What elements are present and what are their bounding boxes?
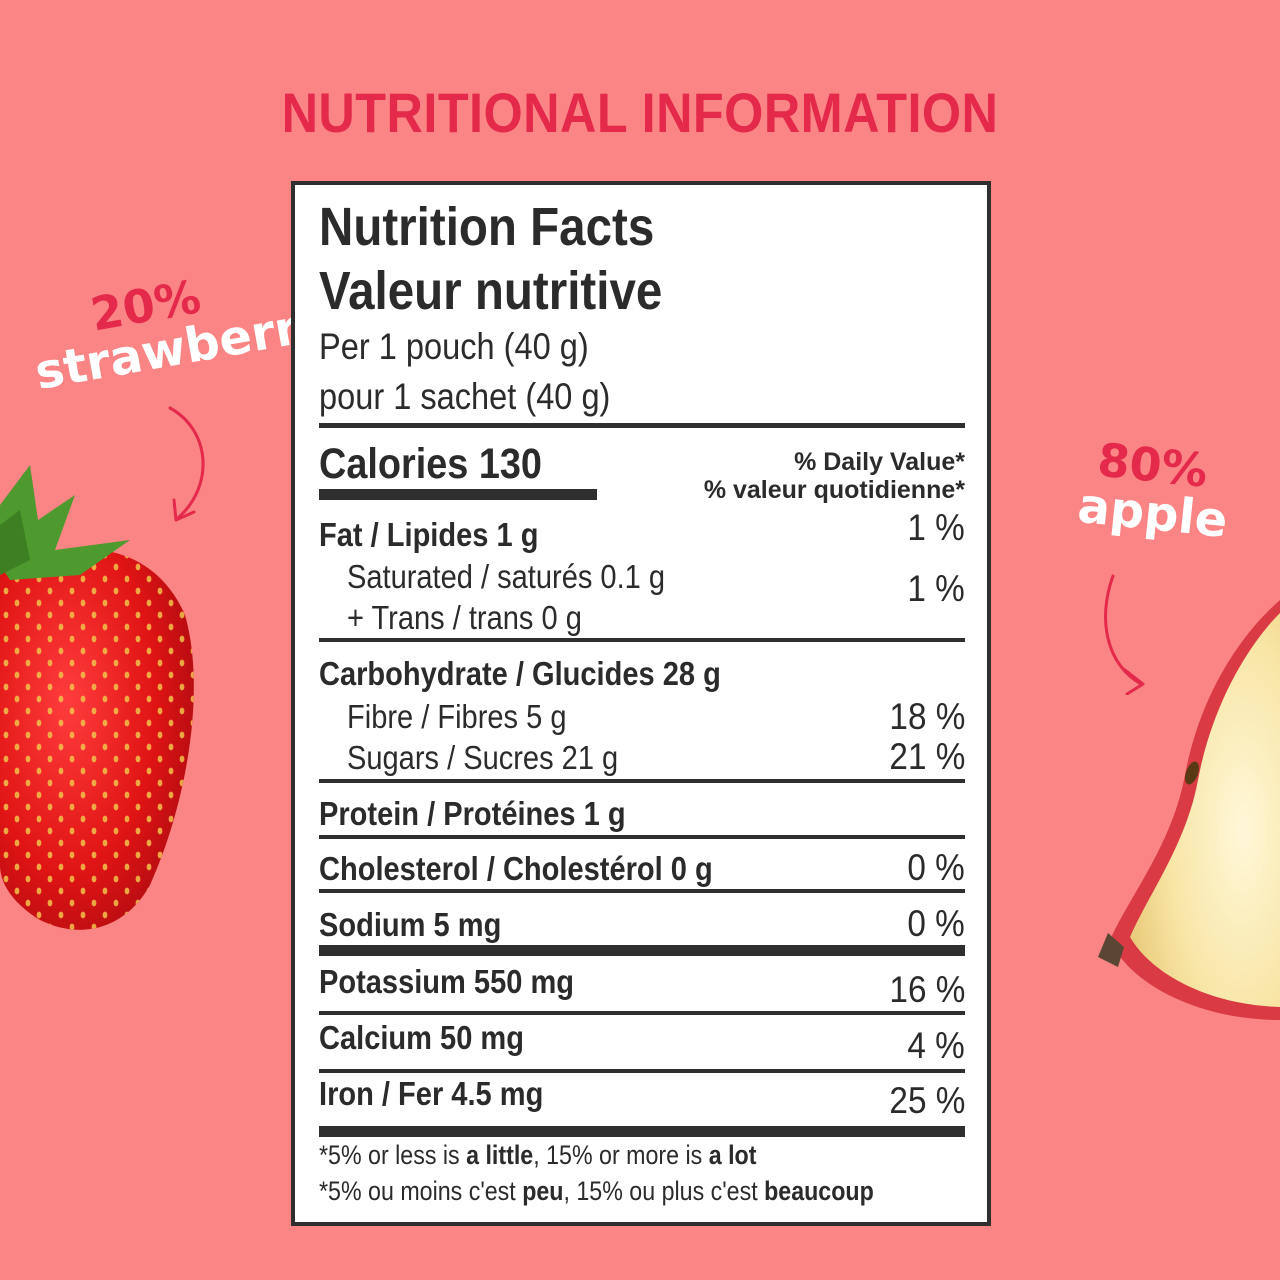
sugars-row-label: Sugars / Sucres 21 g [347,739,619,776]
apple-arrow-icon [1104,574,1145,695]
daily-value-header-en: % Daily Value* [794,448,965,476]
potassium-row-dv: 16 % [889,969,965,1010]
footnote-fr: *5% ou moins c'est peu, 15% ou plus c'es… [319,1176,874,1206]
valeur-nutritive-title: Valeur nutritive [319,261,663,321]
calories-bar [319,489,597,500]
sodium-row-dv: 0 % [907,903,965,944]
potassium-row-label: Potassium 550 mg [319,963,575,1000]
fibre-row-label: Fibre / Fibres 5 g [347,698,567,735]
divider [319,835,965,839]
divider [319,889,965,893]
protein-row-label: Protein / Protéines 1 g [319,795,626,832]
divider [319,1069,965,1073]
divider [319,638,965,642]
cholesterol-row-label: Cholesterol / Cholestérol 0 g [319,850,713,887]
divider-thick [319,945,965,956]
fibre-row-dv: 18 % [889,696,965,737]
daily-value-header: % Daily Value* % valeur quotidienne* [704,448,965,504]
saturated-row-label: Saturated / saturés 0.1 g [347,558,666,595]
sugars-row-dv: 21 % [889,736,965,777]
divider [319,779,965,783]
trans-row-label: + Trans / trans 0 g [347,599,582,636]
sodium-row-label: Sodium 5 mg [319,906,502,943]
serving-size-en: Per 1 pouch (40 g) [319,326,589,367]
apple-name: apple [1075,477,1231,550]
fat-row-label: Fat / Lipides 1 g [319,516,539,553]
saturated-row-dv: 1 % [907,568,965,609]
strawberry-arrow-icon [168,406,205,522]
calories: Calories 130 [319,440,542,488]
divider [319,1011,965,1015]
divider-thick [319,1126,965,1137]
strawberry-image [0,465,194,930]
iron-row-label: Iron / Fer 4.5 mg [319,1075,544,1112]
calcium-row-label: Calcium 50 mg [319,1019,524,1056]
apple-label: 80% apple [1075,433,1231,550]
fat-row-dv: 1 % [907,507,965,548]
cholesterol-row-dv: 0 % [907,847,965,888]
strawberry-label: 20% strawberry [23,262,334,401]
iron-row-dv: 25 % [889,1080,965,1121]
footnote-en: *5% or less is a little, 15% or more is … [319,1140,757,1170]
page-headline: NUTRITIONAL INFORMATION [281,81,999,144]
nutrition-facts-panel: Nutrition Facts Valeur nutritive Per 1 p… [291,181,991,1226]
apple-image [1098,600,1280,1020]
calcium-row-dv: 4 % [907,1025,965,1066]
carbohydrate-row-label: Carbohydrate / Glucides 28 g [319,655,721,692]
serving-size-fr: pour 1 sachet (40 g) [319,376,611,417]
nutrition-facts-title: Nutrition Facts [319,197,655,257]
daily-value-header-fr: % valeur quotidienne* [703,476,965,504]
divider [319,423,965,428]
